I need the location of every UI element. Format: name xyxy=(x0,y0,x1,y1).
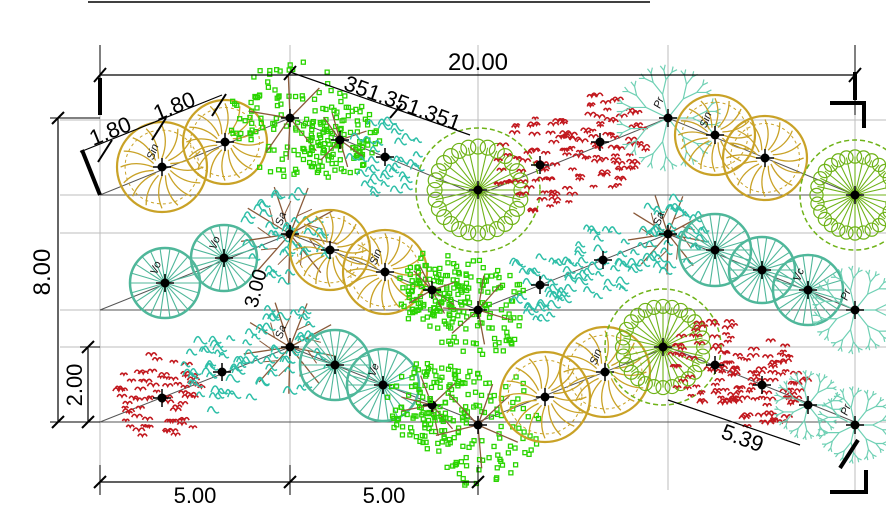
dim-line-tree-spacing xyxy=(79,94,223,153)
dot-tree-icon xyxy=(430,257,526,357)
dim-tick xyxy=(93,67,107,83)
dim-line-diagonal xyxy=(667,399,801,446)
dim-row-label: 2.00 xyxy=(62,364,87,407)
diagonal-line xyxy=(477,233,669,311)
species-code-label: Pr xyxy=(652,94,667,110)
shrub-icon xyxy=(508,253,578,322)
dot-tree-icon xyxy=(299,98,383,180)
leaf-tree-icon xyxy=(415,127,541,253)
dim-tick xyxy=(93,475,107,489)
dim-tick xyxy=(151,117,167,141)
ring-tree-icon xyxy=(498,350,592,444)
dim-tree1-label: 1.80 xyxy=(86,111,135,150)
red-shrub-icon xyxy=(715,338,813,429)
twig-tree-icon: Sa xyxy=(627,193,710,275)
species-code-label: Pr xyxy=(839,286,854,302)
species-code-label: Sa xyxy=(273,211,289,228)
dim-width-label: 20.00 xyxy=(448,49,508,76)
species-code-label: Vc xyxy=(791,266,807,283)
dim-tick xyxy=(283,475,297,489)
ring-tree-icon: Sin xyxy=(558,325,652,419)
dot-tree-icon xyxy=(228,59,348,180)
dim-col1-label: 5.00 xyxy=(174,483,217,506)
red-shrub-icon xyxy=(112,351,206,439)
species-code-label: Vo xyxy=(207,235,223,251)
corner-mark xyxy=(830,101,866,128)
species-code-label: Vo xyxy=(148,260,164,276)
species-code-label: Sin xyxy=(588,347,605,366)
dim-tick xyxy=(389,103,403,119)
dim-diag2-label: 5.39 xyxy=(718,419,767,457)
spoke-tree-icon: Vo xyxy=(128,246,202,320)
spoke-tree-icon xyxy=(298,328,372,402)
dot-tree-icon xyxy=(416,368,542,488)
branch-tree-icon: Pr xyxy=(812,265,886,355)
species-code-label: Sin xyxy=(368,247,385,266)
dim-height-label: 8.00 xyxy=(29,249,56,296)
dim-col2-label: 5.00 xyxy=(363,483,406,506)
ring-tree-icon xyxy=(288,208,372,292)
dim-heavy-mark xyxy=(838,438,860,470)
dim-line-diagonal xyxy=(289,71,471,136)
ring-tree-icon xyxy=(181,98,269,186)
dimension-lines xyxy=(50,45,868,495)
spoke-tree-icon: Vo xyxy=(189,223,259,293)
spoke-tree-icon: Vc xyxy=(771,253,845,327)
ring-tree-icon xyxy=(721,114,809,202)
species-code-label: Sa xyxy=(651,211,667,228)
plant-symbols: Sin Pr Sin Vo Vo Sa Sin Sa Vc Pr Sa Ve Sin Pr xyxy=(112,59,886,488)
species-code-label: Ve xyxy=(366,362,382,378)
red-shrub-icon xyxy=(493,116,592,214)
species-code-label: Sa xyxy=(273,324,289,341)
branch-tree-icon: Pr xyxy=(817,386,886,464)
species-code-label: Sin xyxy=(698,110,715,129)
spoke-tree-icon xyxy=(677,212,753,288)
shrub-icon xyxy=(561,224,644,300)
dim-tick xyxy=(283,65,297,81)
branch-tree-icon xyxy=(774,369,843,441)
dim-tick xyxy=(81,415,95,429)
dim-heavy-mark xyxy=(80,149,102,196)
shrub-icon xyxy=(345,116,425,197)
dim-tick xyxy=(471,475,485,489)
leaf-tree-icon xyxy=(604,288,722,406)
leaf-tree-icon xyxy=(799,139,886,251)
shrub-icon xyxy=(180,335,264,414)
corner-mark xyxy=(830,470,868,494)
red-shrub-icon xyxy=(667,318,760,407)
species-code-label: Sin xyxy=(145,142,162,161)
dim-tick xyxy=(211,93,227,117)
spoke-tree-icon xyxy=(727,235,797,305)
red-shrub-icon xyxy=(551,92,651,190)
ring-tree-icon: Sin xyxy=(673,93,757,177)
dim-tick xyxy=(97,139,113,163)
dim-diag1-label: 3.00 xyxy=(241,267,272,310)
